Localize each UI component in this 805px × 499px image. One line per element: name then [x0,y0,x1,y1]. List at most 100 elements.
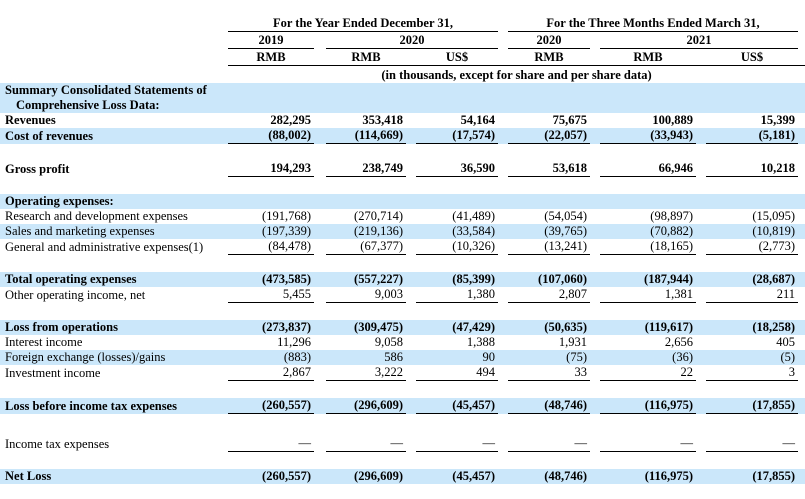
col-gap [696,452,706,469]
cell-value-col4: 33 [508,365,590,381]
right-pad [798,303,805,320]
col-gap [314,113,326,128]
cell-value-col2 [326,452,406,469]
col-gap [314,128,326,144]
header-spacer [0,14,228,32]
col-gap [696,287,706,303]
group-gap [498,381,508,398]
cell-value-col6: (17,855) [706,398,799,414]
right-pad [798,209,805,224]
cell-value-col2 [326,414,406,436]
col-gap [590,303,600,320]
units-note: (in thousands, except for share and per … [381,68,652,82]
cell-value-col1: (84,478) [228,239,314,255]
cell-value-col5: (36) [600,350,696,365]
currency-col3: US$ [416,49,498,66]
col-gap [314,83,326,98]
cell-value-col2: (114,669) [326,128,406,144]
cell-value-col6 [706,177,798,194]
cell-value-col2: 238,749 [326,161,406,177]
group-gap [498,113,508,128]
right-pad [798,161,805,177]
row-label: Income tax expenses [5,437,110,451]
group-gap [498,365,508,381]
row-label: Investment income [5,366,101,380]
cell-value-col4: (39,765) [508,224,590,239]
cell-value-col2 [326,83,406,98]
cell-value-col4: 75,675 [552,113,587,127]
table-row [0,381,805,398]
cell-value-col3 [416,381,498,398]
cell-value-col2 [326,381,406,398]
row-label: Loss before income tax expenses [0,398,228,414]
col-gap [314,469,326,484]
cell-value-col6: 405 [776,335,796,349]
col-gap [696,381,706,398]
cell-value-col5 [600,452,696,469]
table-row [0,414,805,436]
col-gap [314,335,326,350]
col-gap [406,398,416,414]
right-pad [798,381,805,398]
row-label [0,255,228,272]
cell-value-col4 [508,255,590,272]
group-gap [498,303,508,320]
cell-value-col1 [228,303,314,320]
row-label: Loss from operations [0,320,228,335]
col-gap [406,255,416,272]
group-gap [498,177,508,194]
cell-value-col2: — [326,436,406,452]
col-gap [590,414,600,436]
cell-value-col2 [326,255,406,272]
row-label: Other operating income, net [5,288,146,302]
cell-value-col3: (33,584) [416,224,498,239]
cell-value-col3 [416,452,498,469]
currency-col1: RMB [228,49,314,66]
cell-value-col5 [600,194,696,209]
cell-value-col3 [416,414,498,436]
group-gap [498,32,508,49]
group-gap [498,335,508,350]
col-gap [696,469,706,484]
col-gap [590,83,600,98]
cell-value-col5: 1,381 [600,287,696,303]
cell-value-col1 [228,414,314,436]
cell-value-col2: (67,377) [326,239,406,255]
table-row: Operating expenses: [0,194,805,209]
right-pad [798,320,805,335]
cell-value-col3 [416,98,498,113]
cell-value-col6 [706,144,798,161]
col-gap [590,255,600,272]
right-pad [798,32,805,49]
cell-value-col6 [706,414,798,436]
cell-value-col1: (260,557) [228,398,314,414]
header-spacer [0,49,228,66]
cell-value-col2: (309,475) [326,320,406,335]
table-row: Research and development expenses (191,7… [0,209,805,224]
year-ended-group-header: For the Year Ended December 31, [228,14,498,32]
cell-value-col4 [508,83,590,98]
group-gap [498,144,508,161]
row-label [0,452,228,469]
cell-value-col1 [228,452,314,469]
cell-value-col4 [508,194,590,209]
row-label: Revenues [5,113,56,127]
right-pad [798,398,805,414]
cell-value-col6: 15,399 [760,113,796,127]
col-gap [406,209,416,224]
col-gap [590,128,600,144]
cell-value-col1: (883) [228,350,314,365]
table-row [0,452,805,469]
row-label: Operating expenses: [0,194,228,209]
cell-value-col4: (48,746) [508,469,590,484]
cell-value-col5: (187,944) [600,272,696,287]
right-pad [798,287,805,303]
cell-value-col6: (18,258) [706,320,799,335]
col-gap [590,398,600,414]
group-gap [498,469,508,484]
cell-value-col2: 353,418 [362,113,403,127]
cell-value-col4 [508,177,590,194]
col-gap [314,414,326,436]
cell-value-col5: (70,882) [600,224,696,239]
